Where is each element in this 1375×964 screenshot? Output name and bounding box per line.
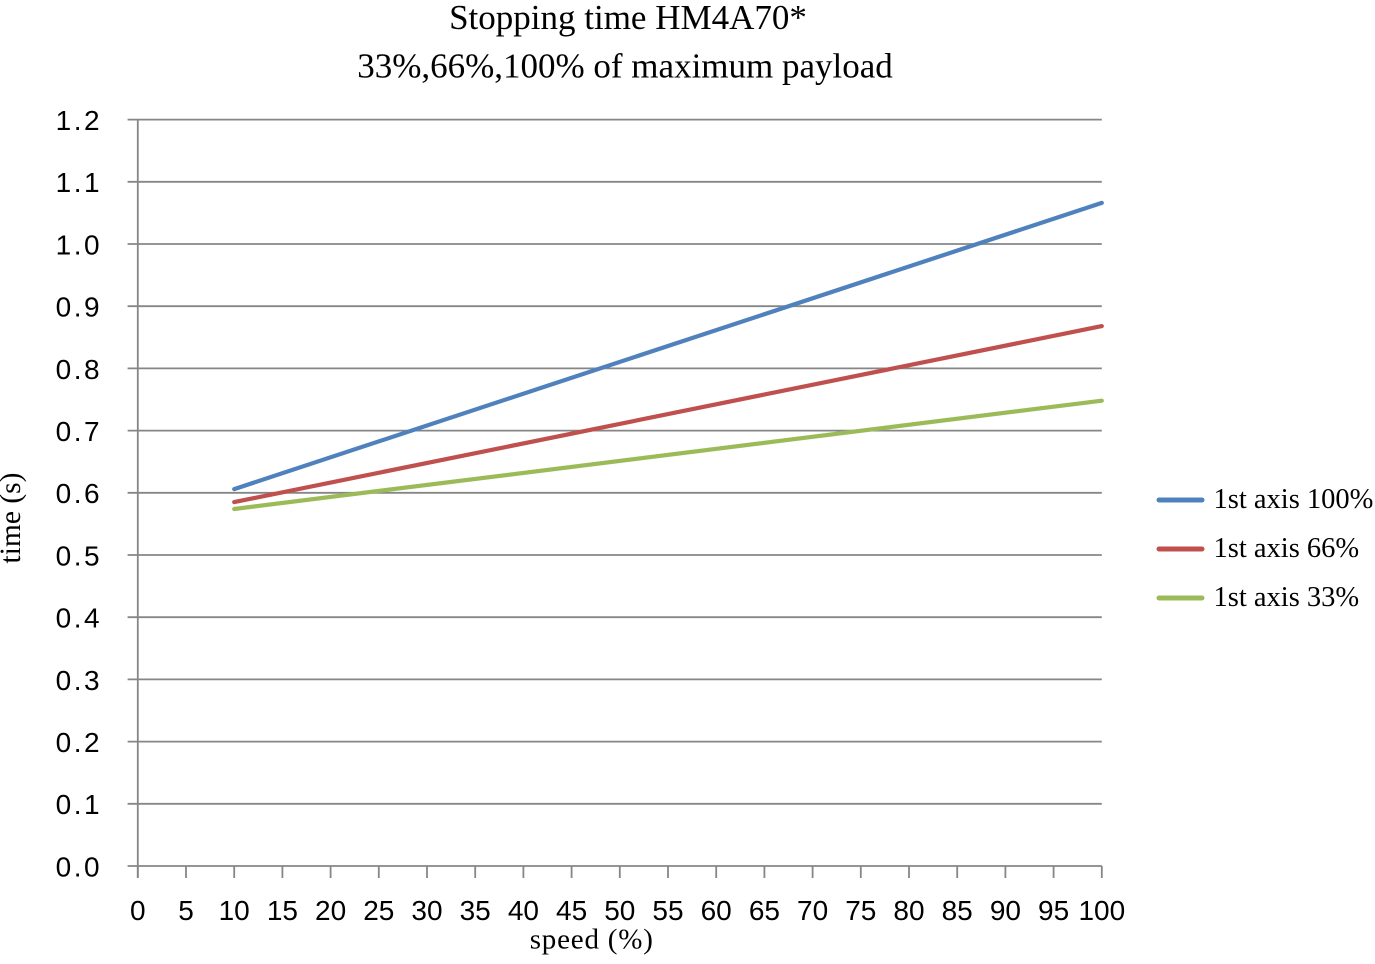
svg-text:25: 25	[363, 895, 394, 926]
svg-text:0.5: 0.5	[56, 540, 102, 571]
svg-text:1st axis 100%: 1st axis 100%	[1214, 484, 1374, 515]
svg-text:0.0: 0.0	[56, 851, 102, 882]
svg-text:80: 80	[893, 895, 924, 926]
svg-text:30: 30	[411, 895, 442, 926]
svg-text:20: 20	[315, 895, 346, 926]
svg-text:0.8: 0.8	[56, 354, 102, 385]
svg-text:85: 85	[942, 895, 973, 926]
svg-text:0.1: 0.1	[56, 789, 102, 820]
svg-text:70: 70	[797, 895, 828, 926]
svg-text:65: 65	[749, 895, 780, 926]
svg-text:55: 55	[652, 895, 683, 926]
svg-text:5: 5	[178, 895, 194, 926]
svg-text:1.2: 1.2	[56, 105, 102, 136]
svg-text:0.2: 0.2	[56, 727, 102, 758]
svg-text:time (s): time (s)	[0, 473, 27, 564]
svg-text:1.1: 1.1	[56, 167, 102, 198]
svg-text:Stopping time HM4A70*: Stopping time HM4A70*	[449, 0, 807, 37]
svg-text:1st axis 33%: 1st axis 33%	[1214, 582, 1360, 613]
svg-text:15: 15	[267, 895, 298, 926]
svg-text:1.0: 1.0	[56, 229, 102, 260]
svg-text:1st axis 66%: 1st axis 66%	[1214, 533, 1360, 564]
svg-text:0.6: 0.6	[56, 478, 102, 509]
svg-text:35: 35	[460, 895, 491, 926]
svg-text:95: 95	[1038, 895, 1069, 926]
svg-text:speed (%): speed (%)	[530, 924, 654, 956]
svg-text:0.7: 0.7	[56, 416, 102, 447]
svg-text:0: 0	[130, 895, 146, 926]
svg-text:0.3: 0.3	[56, 665, 102, 696]
svg-text:60: 60	[701, 895, 732, 926]
svg-text:75: 75	[845, 895, 876, 926]
svg-text:0.4: 0.4	[56, 603, 102, 634]
svg-text:10: 10	[219, 895, 250, 926]
svg-text:90: 90	[990, 895, 1021, 926]
svg-text:45: 45	[556, 895, 587, 926]
svg-text:40: 40	[508, 895, 539, 926]
svg-text:50: 50	[604, 895, 635, 926]
svg-text:100: 100	[1078, 895, 1125, 926]
svg-text:33%,66%,100% of maximum payloa: 33%,66%,100% of maximum payload	[357, 47, 893, 86]
svg-text:0.9: 0.9	[56, 292, 102, 323]
